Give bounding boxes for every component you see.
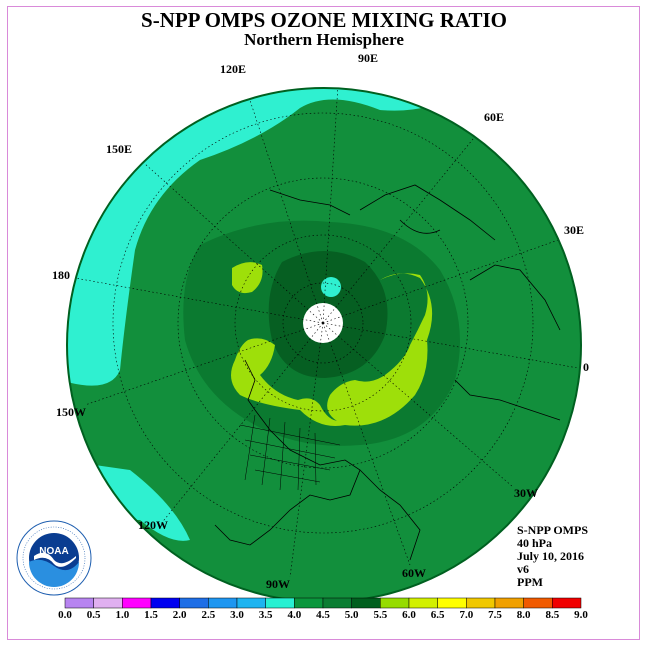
colorbar-tick-label: 1.0 — [115, 609, 130, 621]
colorbar-tick-label: 2.0 — [172, 609, 187, 621]
colorbar-swatch — [294, 597, 324, 609]
lon-label-90e: 90E — [358, 51, 379, 65]
info-level: 40 hPa — [517, 536, 553, 550]
colorbar-swatch — [208, 597, 238, 609]
ozone-band-5.5-6.0-pacific — [232, 262, 263, 294]
colorbar-tick-label: 8.5 — [545, 609, 560, 621]
colorbar-swatch — [351, 597, 381, 609]
lon-label-120e: 120E — [220, 62, 247, 76]
ozone-band-3.5-4.0-west — [67, 88, 470, 386]
map-subtitle: Northern Hemisphere — [244, 30, 404, 49]
colorbar-swatch — [150, 597, 180, 609]
lon-label-150w: 150W — [56, 405, 86, 419]
colorbar-swatch — [552, 597, 582, 609]
colorbar-tick-label: 5.0 — [344, 609, 359, 621]
colorbar-swatch — [380, 597, 410, 609]
info-version: v6 — [517, 562, 529, 576]
map-title: S-NPP OMPS OZONE MIXING RATIO — [141, 8, 507, 32]
colorbar-tick-label: 1.5 — [144, 609, 158, 621]
colorbar-swatch — [322, 597, 352, 609]
lon-label-120w: 120W — [138, 518, 168, 532]
map-info: S-NPP OMPS 40 hPa July 10, 2016 v6 PPM — [517, 524, 588, 589]
colorbar-swatch — [265, 597, 295, 609]
page-frame — [7, 6, 640, 640]
polar-cyan-patch — [321, 277, 341, 297]
ozone-band-5.5-6.0-east — [327, 273, 433, 426]
colorbar-tick-label: 5.5 — [373, 609, 388, 621]
colorbar-swatch — [64, 597, 94, 609]
colorbar-swatch — [179, 597, 209, 609]
colorbar-swatch — [523, 597, 553, 609]
info-instrument: S-NPP OMPS — [517, 523, 588, 537]
colorbar-tick-label: 4.0 — [287, 609, 302, 621]
info-units: PPM — [517, 575, 543, 589]
colorbar-tick-label: 3.5 — [258, 609, 273, 621]
lon-label-150e: 150E — [106, 142, 133, 156]
us-state-lines — [239, 414, 341, 491]
coastlines — [214, 184, 561, 561]
lon-label-0: 0 — [583, 360, 589, 374]
lon-label-60w: 60W — [402, 566, 426, 580]
colorbar-tick-label: 6.0 — [402, 609, 416, 621]
colorbar-swatch — [437, 597, 467, 609]
colorbar-tick-label: 7.5 — [488, 609, 502, 621]
colorbar-swatch — [93, 597, 123, 609]
colorbar-tick-label: 9.0 — [574, 609, 588, 621]
noaa-logo: NOAA — [16, 520, 92, 596]
colorbar-tick-label: 3.0 — [230, 609, 244, 621]
lon-label-180: 180 — [52, 268, 70, 282]
lon-label-30w: 30W — [514, 486, 538, 500]
lon-label-30e: 30E — [564, 223, 585, 237]
colorbar-tick-label: 0.0 — [58, 609, 72, 621]
colorbar-swatch — [494, 597, 524, 609]
colorbar-tick-label: 7.0 — [459, 609, 474, 621]
lon-label-90w: 90W — [266, 577, 290, 591]
colorbar-swatch — [466, 597, 496, 609]
colorbar-swatch — [236, 597, 266, 609]
colorbar-tick-label: 6.5 — [430, 609, 445, 621]
colorbar-tick-label: 2.5 — [201, 609, 216, 621]
colorbar-swatch — [122, 597, 152, 609]
colorbar-tick-label: 4.5 — [316, 609, 330, 621]
graticule — [74, 88, 579, 578]
colorbar-tick-label: 0.5 — [86, 609, 101, 621]
noaa-logo-text: NOAA — [39, 546, 68, 557]
lon-label-60e: 60E — [484, 110, 505, 124]
colorbar-swatch — [408, 597, 438, 609]
colorbar — [64, 597, 582, 609]
colorbar-tick-label: 8.0 — [516, 609, 531, 621]
ozone-band-5.5-6.0-north-america — [231, 338, 345, 426]
info-date: July 10, 2016 — [517, 549, 585, 563]
